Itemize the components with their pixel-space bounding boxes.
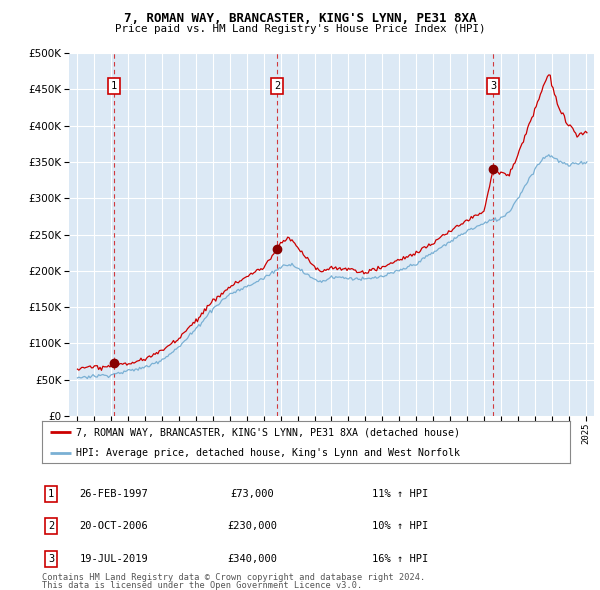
Text: £73,000: £73,000 — [230, 489, 274, 499]
Text: 2: 2 — [48, 522, 54, 531]
Text: Contains HM Land Registry data © Crown copyright and database right 2024.: Contains HM Land Registry data © Crown c… — [42, 572, 425, 582]
Text: 10% ↑ HPI: 10% ↑ HPI — [372, 522, 428, 531]
Text: 7, ROMAN WAY, BRANCASTER, KING'S LYNN, PE31 8XA: 7, ROMAN WAY, BRANCASTER, KING'S LYNN, P… — [124, 12, 476, 25]
Text: HPI: Average price, detached house, King's Lynn and West Norfolk: HPI: Average price, detached house, King… — [76, 448, 460, 457]
Text: 19-JUL-2019: 19-JUL-2019 — [80, 554, 148, 563]
Text: 1: 1 — [111, 81, 117, 91]
Text: 11% ↑ HPI: 11% ↑ HPI — [372, 489, 428, 499]
Text: 3: 3 — [48, 554, 54, 563]
Text: Price paid vs. HM Land Registry's House Price Index (HPI): Price paid vs. HM Land Registry's House … — [115, 25, 485, 34]
Text: 1: 1 — [48, 489, 54, 499]
Text: 26-FEB-1997: 26-FEB-1997 — [80, 489, 148, 499]
Text: 3: 3 — [490, 81, 496, 91]
Text: 2: 2 — [274, 81, 280, 91]
Text: 20-OCT-2006: 20-OCT-2006 — [80, 522, 148, 531]
Text: 7, ROMAN WAY, BRANCASTER, KING'S LYNN, PE31 8XA (detached house): 7, ROMAN WAY, BRANCASTER, KING'S LYNN, P… — [76, 427, 460, 437]
Text: £230,000: £230,000 — [227, 522, 277, 531]
Text: This data is licensed under the Open Government Licence v3.0.: This data is licensed under the Open Gov… — [42, 581, 362, 590]
Text: 16% ↑ HPI: 16% ↑ HPI — [372, 554, 428, 563]
Text: £340,000: £340,000 — [227, 554, 277, 563]
